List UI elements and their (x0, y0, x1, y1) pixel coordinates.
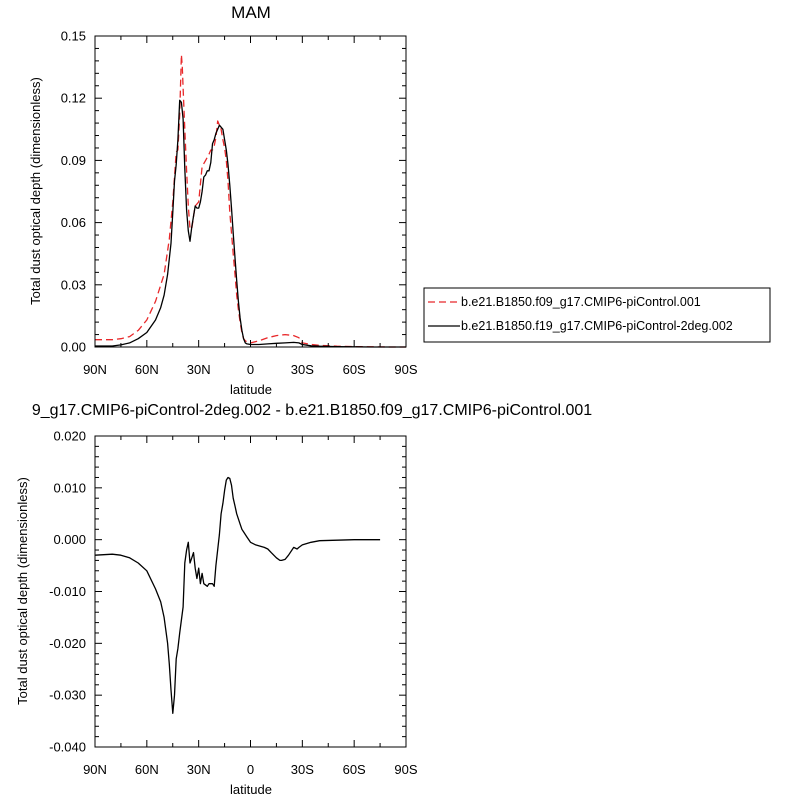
bottom-x-tick-label: 90S (394, 762, 417, 777)
bottom-x-axis-label: latitude (230, 782, 272, 797)
top-x-axis-label: latitude (230, 382, 272, 397)
top-x-tick-label: 0 (247, 362, 254, 377)
bottom-y-tick-label: -0.040 (49, 740, 86, 755)
bottom-x-tick-label: 30S (291, 762, 314, 777)
bottom-y-tick-label: -0.010 (49, 584, 86, 599)
bottom-panel: 9_g17.CMIP6-piControl-2deg.002 - b.e21.B… (15, 402, 592, 797)
bottom-x-tick-label: 60N (135, 762, 159, 777)
top-y-tick-label: 0.09 (61, 153, 86, 168)
bottom-y-tick-label: 0.010 (53, 480, 86, 495)
legend: b.e21.B1850.f09_g17.CMIP6-piControl.001 … (423, 287, 771, 343)
top-x-tick-label: 90S (394, 362, 417, 377)
top-x-tick-label: 60N (135, 362, 159, 377)
bottom-x-tick-label: 30N (187, 762, 211, 777)
bottom-y-tick-label: 0.020 (53, 429, 86, 444)
top-series-line-2 (95, 99, 406, 348)
top-y-tick-label: 0.06 (61, 215, 86, 230)
top-y-tick-label: 0.03 (61, 277, 86, 292)
bottom-y-tick-label: -0.030 (49, 688, 86, 703)
top-y-tick-label: 0.12 (61, 91, 86, 106)
top-x-tick-label: 60S (343, 362, 366, 377)
bottom-series-line-1 (94, 476, 381, 714)
top-series-line-1 (95, 54, 406, 348)
top-y-tick-label: 0.00 (61, 340, 86, 355)
legend-entry-series-2: b.e21.B1850.f19_g17.CMIP6-piControl-2deg… (461, 319, 733, 333)
bottom-x-tick-label: 60S (343, 762, 366, 777)
top-plot-frame (94, 35, 407, 348)
top-x-tick-label: 30S (291, 362, 314, 377)
bottom-x-tick-label: 90N (83, 762, 107, 777)
bottom-chart-title: 9_g17.CMIP6-piControl-2deg.002 - b.e21.B… (32, 402, 592, 419)
bottom-y-tick-label: -0.020 (49, 636, 86, 651)
legend-entry-series-1: b.e21.B1850.f09_g17.CMIP6-piControl.001 (461, 295, 701, 309)
legend-box (423, 287, 771, 343)
top-chart-title: MAM (231, 3, 271, 22)
top-y-tick-label: 0.15 (61, 29, 86, 44)
top-y-axis-label: Total dust optical depth (dimensionless) (28, 77, 43, 305)
bottom-y-tick-label: 0.000 (53, 532, 86, 547)
bottom-plot-frame (94, 435, 407, 748)
top-x-tick-label: 30N (187, 362, 211, 377)
top-x-tick-label: 90N (83, 362, 107, 377)
bottom-y-axis-label: Total dust optical depth (dimensionless) (15, 477, 30, 705)
top-panel: MAM 90N 60N 30N 0 30S 60S 90S 0.00 0.03 0.06 0.09 0… (28, 3, 771, 397)
bottom-x-tick-label: 0 (247, 762, 254, 777)
